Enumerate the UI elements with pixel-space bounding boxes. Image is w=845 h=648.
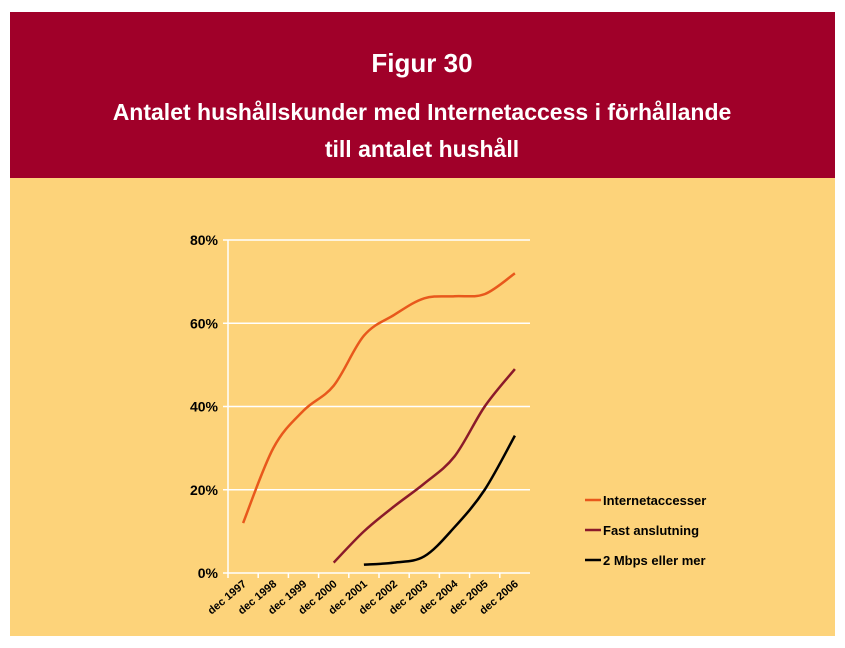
y-tick-label: 80%	[190, 232, 219, 248]
y-tick-label: 60%	[190, 315, 219, 331]
y-tick-label: 0%	[198, 565, 219, 581]
chart-title: Figur 30	[371, 48, 472, 78]
series-line	[332, 368, 516, 564]
y-tick-label: 20%	[190, 482, 219, 498]
y-tick-label: 40%	[190, 399, 219, 415]
series-line	[241, 272, 516, 524]
chart-subtitle: till antalet hushåll	[325, 136, 519, 162]
chart-subtitle: Antalet hushållskunder med Internetacces…	[113, 99, 732, 125]
legend-label: 2 Mbps eller mer	[603, 553, 706, 568]
legend-label: Fast anslutning	[603, 523, 699, 538]
legend-label: Internetaccesser	[603, 493, 706, 508]
header	[10, 12, 835, 178]
series-line	[363, 435, 516, 566]
